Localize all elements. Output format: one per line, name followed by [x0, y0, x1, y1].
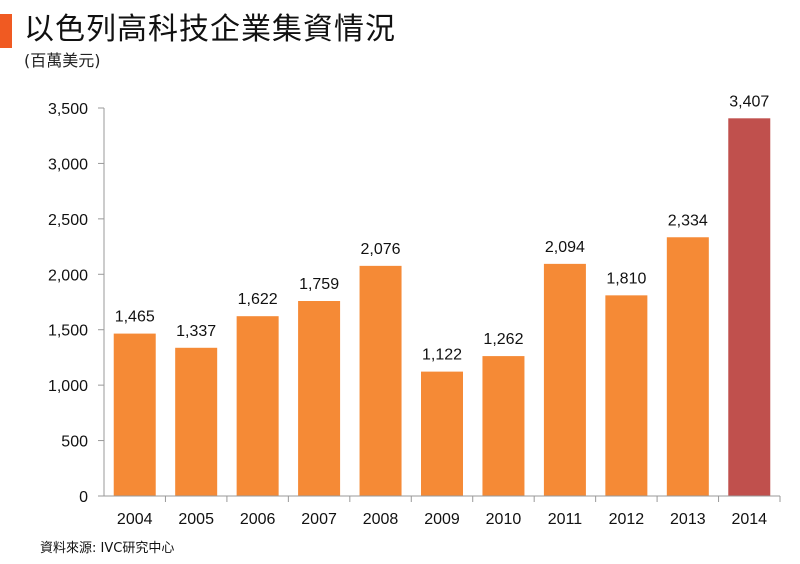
data-label-2014: 3,407: [729, 93, 769, 110]
y-tick-label: 3,000: [48, 156, 88, 173]
y-tick-label: 2,000: [48, 267, 88, 284]
data-label-2005: 1,337: [176, 323, 216, 340]
y-tick-label: 2,500: [48, 212, 88, 229]
x-tick-label-2012: 2012: [609, 511, 645, 528]
x-tick-label-2006: 2006: [240, 511, 276, 528]
y-tick-label: 500: [61, 434, 88, 451]
x-axis: 2004 2005 2006 2007 2008 2009 2010 2011 2012 2013…: [104, 495, 781, 528]
x-tick-label-2011: 2011: [548, 511, 583, 528]
bar-2011: [543, 263, 586, 496]
data-label-2011: 2,094: [545, 239, 585, 256]
bar-2006: [236, 316, 279, 496]
y-tick-label: 3,500: [48, 101, 88, 118]
y-tick-label: 1,000: [48, 378, 88, 395]
x-tick-label-2008: 2008: [363, 511, 399, 528]
x-tick-label-2014: 2014: [731, 511, 767, 528]
source-note: 資料來源: IVC研究中心: [40, 541, 175, 556]
bar-2007: [298, 301, 341, 496]
bar-2008: [359, 265, 402, 496]
chart-title: 以色列高科技企業集資情況: [24, 12, 396, 47]
x-tick-label-2007: 2007: [301, 511, 337, 528]
data-label-2006: 1,622: [238, 291, 278, 308]
x-tick-label-2010: 2010: [486, 511, 522, 528]
x-tick-label-2009: 2009: [424, 511, 460, 528]
data-label-2010: 1,262: [483, 331, 523, 348]
data-label-2012: 1,810: [606, 270, 646, 287]
data-label-2009: 1,122: [422, 347, 462, 364]
bars: [113, 118, 771, 496]
x-tick-label-2013: 2013: [670, 511, 706, 528]
data-label-2008: 2,076: [361, 241, 401, 258]
bar-2013: [666, 237, 709, 496]
data-labels: 1,465 1,337 1,622 1,759 2,076 1,122 1,262 2,094…: [115, 93, 770, 363]
chart-subtitle: (百萬美元): [24, 51, 101, 70]
data-label-2013: 2,334: [668, 212, 708, 229]
bar-2010: [482, 356, 525, 496]
title-accent-bar: [0, 14, 12, 48]
bar-2005: [175, 347, 218, 496]
bar-2012: [605, 295, 648, 496]
y-tick-label: 1,500: [48, 323, 88, 340]
bar-2004: [113, 333, 156, 496]
y-tick-label: 0: [79, 489, 88, 506]
bar-2009: [421, 371, 463, 496]
x-tick-label-2004: 2004: [117, 511, 153, 528]
data-label-2007: 1,759: [299, 276, 339, 293]
bar-2014: [728, 118, 771, 496]
x-tick-label-2005: 2005: [178, 511, 214, 528]
data-label-2004: 1,465: [115, 309, 155, 326]
y-axis: 0 500 1,000 1,500 2,000 2,500 3,000 3,500: [48, 101, 105, 506]
